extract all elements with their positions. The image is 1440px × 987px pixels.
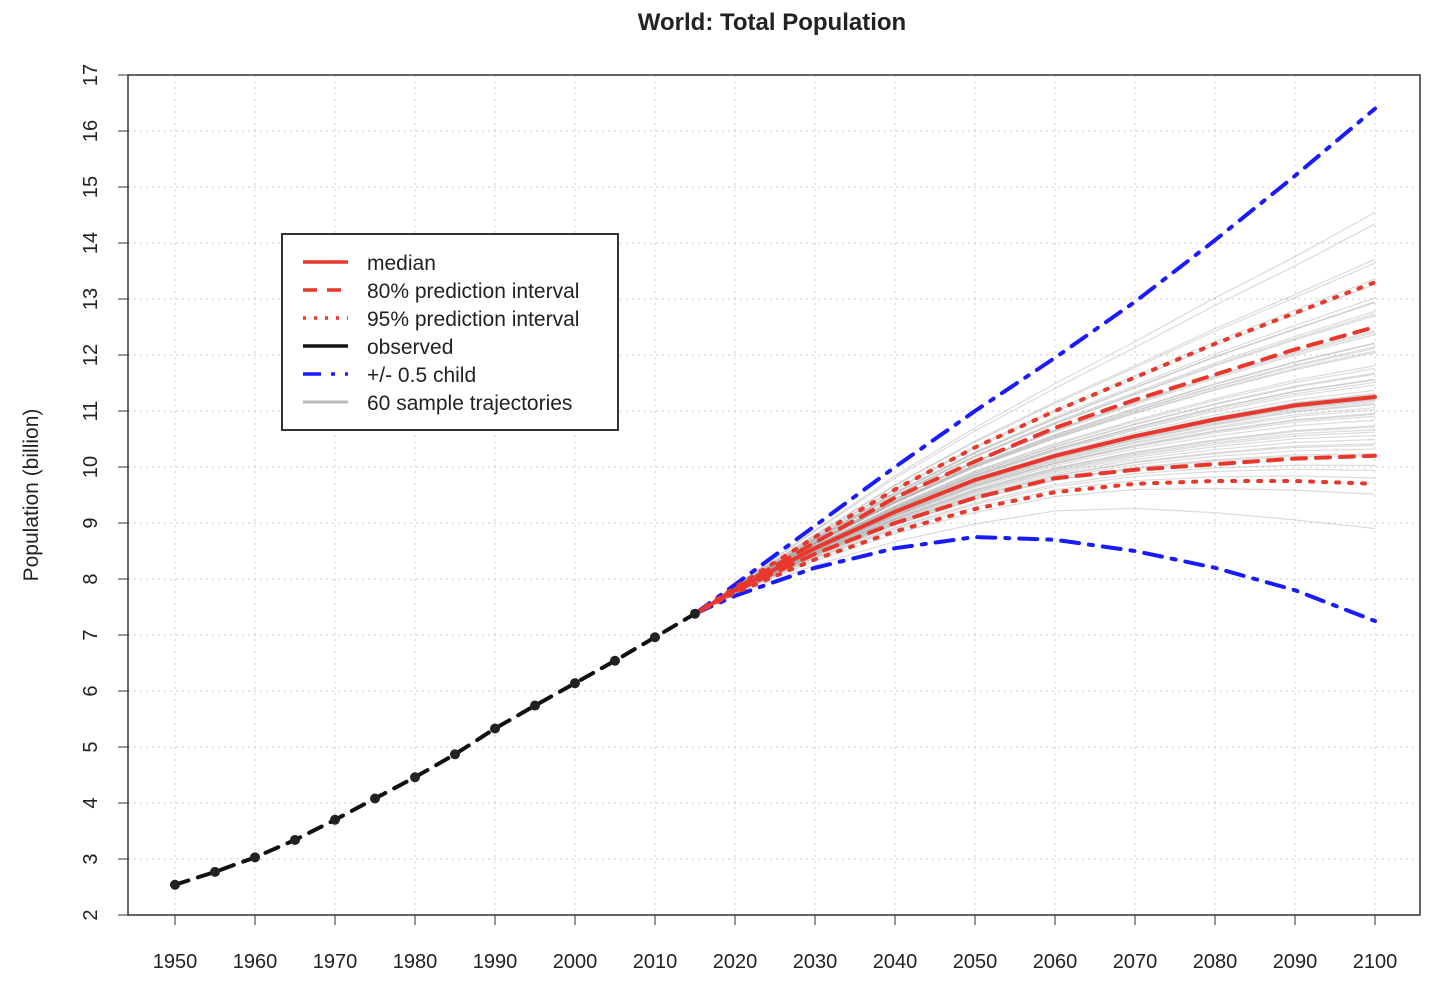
x-tick-label: 2000 — [553, 951, 598, 973]
observed-point — [450, 749, 460, 760]
observed-line — [173, 611, 697, 887]
x-tick-label: 1950 — [153, 951, 198, 973]
y-tick-label: 2 — [80, 909, 102, 920]
x-tick-label: 2090 — [1273, 951, 1318, 973]
x-tick-label: 1990 — [473, 951, 518, 973]
y-tick-label: 7 — [80, 629, 102, 640]
y-tick-label: 4 — [80, 797, 102, 808]
median-line — [693, 395, 1377, 616]
sample-trajectory — [694, 342, 1376, 615]
observed-point — [650, 632, 660, 643]
plus-half-child-line — [693, 106, 1377, 616]
x-tick-label: 2040 — [873, 951, 918, 973]
plot-frame — [127, 74, 1421, 916]
observed-point — [290, 834, 300, 845]
x-tick-label: 2010 — [633, 951, 678, 973]
sample-trajectory — [694, 438, 1376, 615]
observed-point — [370, 793, 380, 804]
y-tick-label: 3 — [80, 853, 102, 864]
observed-point — [610, 655, 620, 666]
sample-trajectory — [694, 431, 1376, 615]
pi80-lower-line — [693, 453, 1377, 616]
sample-trajectory — [694, 468, 1376, 615]
legend-label: 95% prediction interval — [367, 308, 579, 331]
observed-point — [170, 879, 180, 890]
y-tick-label: 11 — [80, 401, 102, 422]
sample-trajectory — [694, 346, 1376, 615]
observed-point — [410, 772, 420, 783]
sample-trajectory — [694, 334, 1376, 615]
y-tick-label: 14 — [80, 232, 102, 254]
y-tick-label: 8 — [80, 573, 102, 584]
x-tick-label: 2070 — [1113, 951, 1158, 973]
legend-label: 60 sample trajectories — [367, 392, 572, 415]
y-tick-label: 6 — [80, 685, 102, 696]
sample-trajectory — [694, 425, 1376, 615]
sample-trajectory — [694, 429, 1376, 615]
x-tick-label: 1980 — [393, 951, 438, 973]
sample-trajectory — [694, 211, 1376, 615]
sample-trajectory — [694, 342, 1376, 615]
sample-trajectory — [694, 352, 1376, 615]
grid — [128, 74, 1420, 916]
observed-point — [530, 700, 540, 711]
sample-trajectory — [694, 223, 1376, 615]
series-lines — [170, 106, 1377, 890]
sample-trajectory — [694, 487, 1376, 615]
y-axis-label: Population (billion) — [20, 409, 43, 582]
legend: median 80% prediction interval 95% predict… — [281, 233, 619, 431]
legend-label: observed — [367, 336, 453, 359]
observed-point — [210, 866, 220, 877]
legend-label: median — [367, 252, 436, 275]
sample-trajectory — [694, 443, 1376, 615]
observed-point — [250, 852, 260, 863]
sample-trajectory — [694, 453, 1376, 615]
legend-box — [281, 233, 619, 431]
sample-trajectory — [694, 475, 1376, 615]
legend-label: 80% prediction interval — [367, 280, 579, 303]
pi95-lower-line — [693, 479, 1377, 616]
observed-point — [690, 608, 700, 619]
y-tick-label: 15 — [80, 176, 102, 198]
y-tick-label: 17 — [80, 64, 102, 86]
x-tick-label: 2020 — [713, 951, 758, 973]
x-tick-label: 2100 — [1353, 951, 1398, 973]
sample-trajectory — [694, 262, 1376, 615]
y-tick-label: 13 — [80, 288, 102, 310]
x-tick-label: 2050 — [953, 951, 998, 973]
minus-half-child-line — [693, 534, 1377, 623]
observed-point — [570, 678, 580, 689]
x-tick-label: 2030 — [793, 951, 838, 973]
y-tick-label: 16 — [80, 120, 102, 142]
sample-trajectory — [694, 426, 1376, 615]
sample-trajectory — [694, 434, 1376, 615]
x-tick-label: 2080 — [1193, 951, 1238, 973]
sample-trajectory — [694, 464, 1376, 615]
observed-point — [330, 814, 340, 825]
legend-label: +/- 0.5 child — [367, 364, 476, 387]
y-tick-label: 12 — [80, 344, 102, 366]
chart-title: World: Total Population — [638, 9, 906, 36]
y-tick-label: 9 — [80, 517, 102, 528]
x-tick-label: 1970 — [313, 951, 358, 973]
y-tick-label: 5 — [80, 741, 102, 752]
sample-trajectory — [694, 350, 1376, 615]
x-tick-label: 2060 — [1033, 951, 1078, 973]
axes: 1950 1960 1970 1980 1990 2000 2010 2020 2030 2040… — [80, 64, 1421, 973]
sample-trajectory — [694, 347, 1376, 615]
pi95-upper-line — [693, 280, 1377, 616]
y-tick-label: 10 — [80, 456, 102, 478]
pi80-upper-line — [693, 325, 1377, 616]
sample-trajectory — [694, 258, 1376, 615]
observed-point — [490, 723, 500, 734]
x-tick-label: 1960 — [233, 951, 278, 973]
